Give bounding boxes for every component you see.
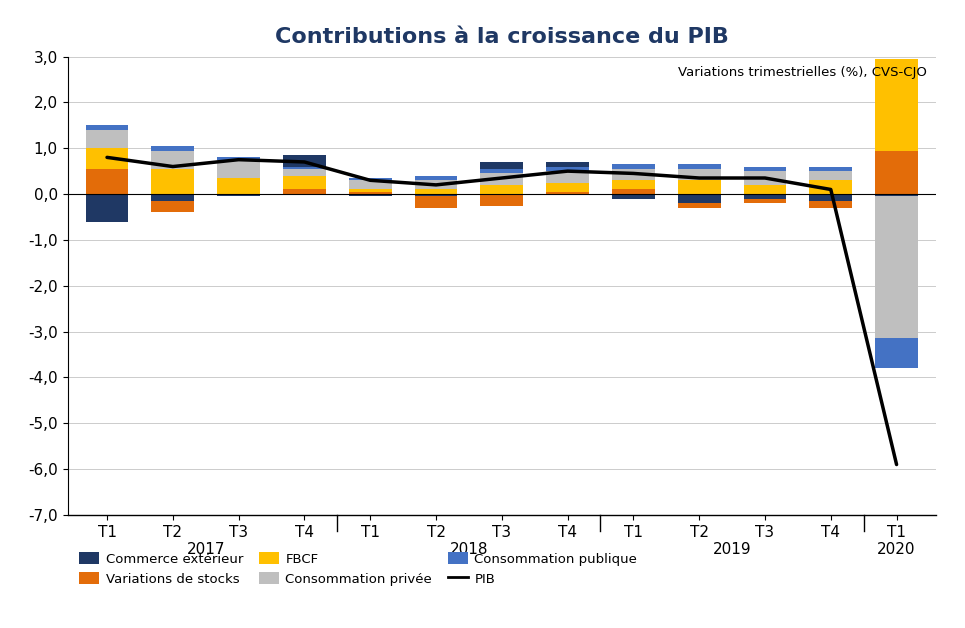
Bar <box>481 162 523 169</box>
Bar <box>875 151 918 194</box>
Bar <box>481 194 523 205</box>
Bar <box>744 166 786 171</box>
Bar <box>152 169 194 194</box>
Bar <box>152 194 194 201</box>
Bar <box>217 158 260 160</box>
Bar <box>810 201 852 208</box>
Bar <box>875 197 918 338</box>
Bar <box>415 176 457 180</box>
Bar <box>744 194 786 198</box>
Text: 2017: 2017 <box>186 543 225 558</box>
Bar <box>810 180 852 194</box>
Bar <box>546 192 589 194</box>
Bar <box>481 185 523 194</box>
Bar <box>677 194 721 203</box>
Bar <box>152 201 194 212</box>
Bar <box>612 165 655 169</box>
Bar <box>744 198 786 203</box>
Bar <box>348 180 392 190</box>
Bar <box>744 185 786 194</box>
Bar <box>875 59 918 151</box>
Bar <box>612 180 655 190</box>
Bar <box>744 171 786 185</box>
Bar <box>677 203 721 208</box>
Bar <box>348 194 392 197</box>
Bar <box>86 125 128 130</box>
Bar <box>612 194 655 198</box>
Text: 2020: 2020 <box>877 543 916 558</box>
Text: 2019: 2019 <box>713 543 752 558</box>
Bar <box>152 151 194 169</box>
Bar <box>283 190 326 194</box>
Text: Variations trimestrielles (%), CVS-CJO: Variations trimestrielles (%), CVS-CJO <box>678 66 927 78</box>
Bar <box>546 162 589 166</box>
Bar <box>283 155 326 166</box>
Bar <box>152 146 194 151</box>
Bar <box>415 180 457 190</box>
Bar <box>546 166 589 171</box>
Bar <box>217 160 260 178</box>
Title: Contributions à la croissance du PIB: Contributions à la croissance du PIB <box>275 26 729 46</box>
Bar <box>217 178 260 194</box>
Bar <box>86 169 128 194</box>
Bar <box>283 166 326 169</box>
Bar <box>810 166 852 171</box>
Bar <box>546 183 589 192</box>
Bar <box>283 176 326 190</box>
Bar <box>677 165 721 169</box>
Legend: Commerce extérieur, Variations de stocks, FBCF, Consommation privée, Consommatio: Commerce extérieur, Variations de stocks… <box>74 547 643 591</box>
Bar <box>875 338 918 368</box>
Bar <box>612 190 655 194</box>
Bar <box>415 194 457 197</box>
Bar <box>677 169 721 180</box>
Bar <box>612 169 655 180</box>
Bar <box>86 130 128 148</box>
Bar <box>217 194 260 197</box>
Bar <box>86 148 128 169</box>
Bar <box>677 180 721 194</box>
Bar <box>86 194 128 222</box>
Bar <box>875 194 918 197</box>
Bar <box>481 169 523 173</box>
Bar <box>348 178 392 180</box>
Bar <box>415 197 457 208</box>
Bar <box>348 190 392 192</box>
Bar <box>415 190 457 194</box>
Bar <box>283 169 326 176</box>
Bar <box>481 173 523 185</box>
Bar <box>348 192 392 194</box>
Bar <box>546 171 589 183</box>
Bar <box>810 194 852 201</box>
Bar <box>810 171 852 180</box>
Text: 2018: 2018 <box>450 543 488 558</box>
